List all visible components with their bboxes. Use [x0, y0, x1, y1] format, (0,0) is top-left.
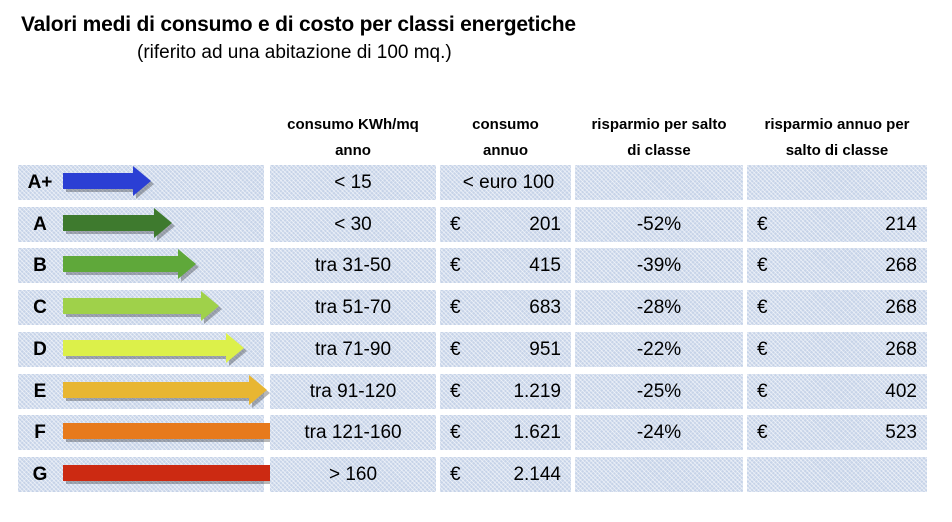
yearly-saving-value: 402	[885, 381, 917, 402]
saving-percent-cell: -28%	[575, 290, 743, 325]
header-annual-line1: consumo	[472, 116, 539, 133]
annual-cost-currency: €	[450, 422, 461, 443]
annual-cost-value: 2.144	[513, 464, 561, 485]
consumption-cell: tra 91-120	[270, 374, 436, 409]
annual-cost-cell: €951	[440, 332, 571, 367]
yearly-saving-cell	[747, 165, 927, 200]
consumption-cell: < 15	[270, 165, 436, 200]
header-saving-line1: risparmio per salto	[591, 116, 727, 133]
annual-cost-cell: €201	[440, 207, 571, 242]
energy-class-label: F	[34, 422, 46, 443]
annual-cost-cell: €1.219	[440, 374, 571, 409]
yearly-saving-currency: €	[757, 339, 768, 360]
class-cell	[18, 415, 264, 450]
saving-percent-cell: -25%	[575, 374, 743, 409]
page-subtitle: (riferito ad una abitazione di 100 mq.)	[137, 42, 452, 63]
annual-cost-currency: €	[450, 464, 461, 485]
yearly-saving-cell: €214	[747, 207, 927, 242]
yearly-saving-currency: €	[757, 214, 768, 235]
header-consumption: consumo KWh/mq anno	[270, 112, 436, 160]
saving-percent-cell: -22%	[575, 332, 743, 367]
header-consumption-line1: consumo KWh/mq	[287, 116, 419, 133]
header-yearly-saving: risparmio annuo per salto di classe	[747, 112, 927, 160]
yearly-saving-currency: €	[757, 381, 768, 402]
yearly-saving-cell: €268	[747, 248, 927, 283]
yearly-saving-value: 214	[885, 214, 917, 235]
annual-cost-currency: €	[450, 214, 461, 235]
page-title: Valori medi di consumo e di costo per cl…	[21, 13, 576, 36]
energy-class-label: C	[33, 297, 47, 318]
yearly-saving-cell: €402	[747, 374, 927, 409]
annual-cost-cell: < euro 100	[440, 165, 571, 200]
saving-percent-cell: -24%	[575, 415, 743, 450]
saving-percent-cell: -39%	[575, 248, 743, 283]
annual-cost-cell: €2.144	[440, 457, 571, 492]
yearly-saving-cell: €523	[747, 415, 927, 450]
annual-cost-currency: €	[450, 339, 461, 360]
header-saving-line2: di classe	[627, 142, 691, 159]
header-yearly-saving-line1: risparmio annuo per	[764, 116, 910, 133]
annual-cost-value: 201	[529, 214, 561, 235]
consumption-cell: < 30	[270, 207, 436, 242]
header-yearly-saving-line2: salto di classe	[785, 142, 889, 159]
consumption-cell: > 160	[270, 457, 436, 492]
consumption-cell: tra 121-160	[270, 415, 436, 450]
yearly-saving-currency: €	[757, 297, 768, 318]
yearly-saving-cell: €268	[747, 290, 927, 325]
energy-class-arrow-icon	[63, 416, 294, 449]
annual-cost-text: < euro 100	[462, 172, 555, 193]
energy-class-label: A+	[27, 172, 53, 193]
annual-cost-cell: €683	[440, 290, 571, 325]
header-annual-line2: annuo	[483, 142, 528, 159]
energy-class-arrow-icon	[63, 249, 199, 282]
yearly-saving-value: 523	[885, 422, 917, 443]
yearly-saving-cell: €268	[747, 332, 927, 367]
header-annual: consumo annuo	[440, 112, 571, 160]
energy-class-arrow-icon	[63, 333, 247, 366]
energy-class-label: A	[33, 214, 47, 235]
annual-cost-currency: €	[450, 381, 461, 402]
energy-class-arrow-icon	[63, 458, 317, 491]
annual-cost-currency: €	[450, 255, 461, 276]
energy-class-label: E	[33, 381, 47, 402]
annual-cost-value: 1.621	[513, 422, 561, 443]
saving-percent-cell	[575, 165, 743, 200]
consumption-cell: tra 71-90	[270, 332, 436, 367]
yearly-saving-currency: €	[757, 422, 768, 443]
header-saving: risparmio per salto di classe	[575, 112, 743, 160]
annual-cost-currency: €	[450, 297, 461, 318]
yearly-saving-value: 268	[885, 297, 917, 318]
consumption-cell: tra 31-50	[270, 248, 436, 283]
yearly-saving-value: 268	[885, 255, 917, 276]
energy-class-label: B	[33, 255, 47, 276]
energy-class-arrow-icon	[63, 375, 270, 408]
yearly-saving-cell	[747, 457, 927, 492]
energy-class-arrow-icon	[63, 208, 175, 241]
energy-class-arrow-icon	[63, 166, 154, 199]
annual-cost-value: 1.219	[513, 381, 561, 402]
header-consumption-line2: anno	[335, 142, 371, 159]
saving-percent-cell	[575, 457, 743, 492]
energy-class-label: D	[33, 339, 47, 360]
energy-class-arrow-icon	[63, 291, 222, 324]
class-cell	[18, 290, 264, 325]
consumption-cell: tra 51-70	[270, 290, 436, 325]
annual-cost-value: 415	[529, 255, 561, 276]
saving-percent-cell: -52%	[575, 207, 743, 242]
annual-cost-cell: €1.621	[440, 415, 571, 450]
annual-cost-value: 683	[529, 297, 561, 318]
yearly-saving-currency: €	[757, 255, 768, 276]
annual-cost-cell: €415	[440, 248, 571, 283]
annual-cost-value: 951	[529, 339, 561, 360]
energy-class-label: G	[32, 464, 48, 485]
yearly-saving-value: 268	[885, 339, 917, 360]
